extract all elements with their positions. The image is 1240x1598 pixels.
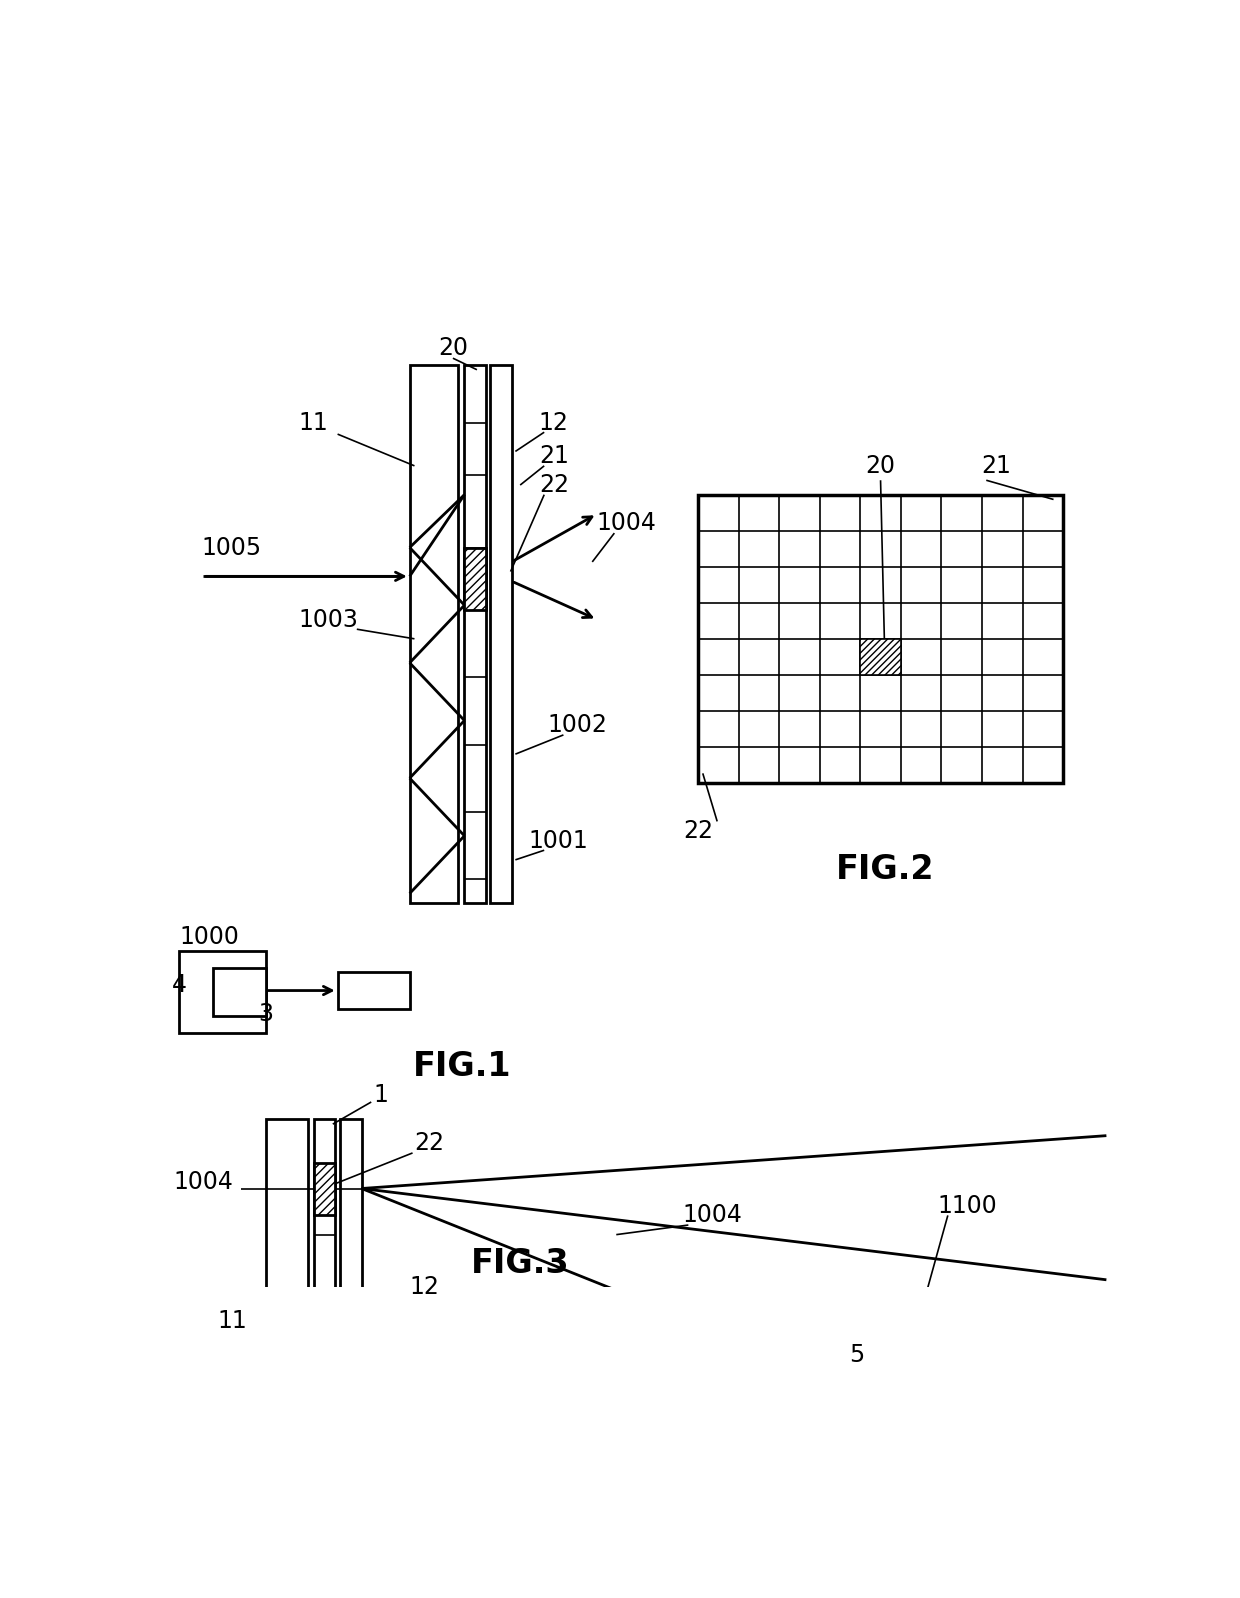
Text: 1005: 1005: [202, 535, 262, 559]
Bar: [337, 972, 409, 1008]
Text: 11: 11: [299, 411, 329, 435]
Text: 5: 5: [849, 1342, 864, 1366]
Text: 11: 11: [217, 1309, 247, 1333]
Text: 1004: 1004: [174, 1170, 233, 1194]
Text: 21: 21: [981, 454, 1011, 478]
Text: 4: 4: [171, 973, 186, 997]
Text: 22: 22: [539, 473, 569, 497]
Bar: [314, 1163, 335, 1216]
Text: FIG.2: FIG.2: [836, 853, 935, 885]
Bar: [698, 495, 1063, 783]
Text: 20: 20: [866, 454, 895, 478]
Text: 1100: 1100: [937, 1194, 997, 1218]
Text: 12: 12: [409, 1275, 439, 1299]
Bar: [465, 364, 486, 903]
Text: 22: 22: [414, 1131, 444, 1155]
Text: 20: 20: [438, 336, 467, 360]
Bar: [179, 951, 265, 1032]
Text: FIG.1: FIG.1: [413, 1050, 512, 1083]
Text: 3: 3: [258, 1002, 273, 1026]
Text: 1002: 1002: [548, 713, 608, 737]
Text: 1004: 1004: [682, 1203, 743, 1227]
Bar: [490, 364, 512, 903]
Bar: [409, 364, 458, 903]
Text: 1001: 1001: [528, 829, 589, 853]
Bar: [314, 1119, 335, 1417]
Text: 1000: 1000: [179, 925, 239, 949]
Text: 21: 21: [539, 444, 569, 468]
Text: FIG.3: FIG.3: [471, 1246, 569, 1280]
Text: 1003: 1003: [298, 607, 358, 631]
Text: 1: 1: [373, 1083, 388, 1107]
Bar: [213, 968, 265, 1016]
Text: 22: 22: [683, 820, 713, 844]
Text: 12: 12: [539, 411, 569, 435]
Bar: [341, 1119, 362, 1417]
Bar: [265, 1119, 308, 1417]
Bar: [861, 639, 900, 674]
Text: 1004: 1004: [596, 511, 656, 535]
Bar: [465, 548, 486, 610]
